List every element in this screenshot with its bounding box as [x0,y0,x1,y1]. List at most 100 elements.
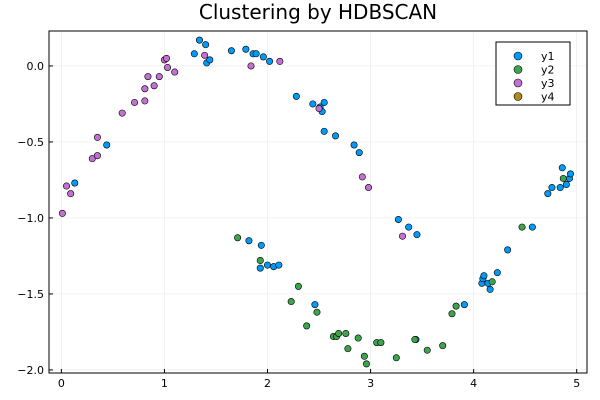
point-y3 [247,62,255,70]
point-y2 [354,334,362,342]
point-y2 [360,352,368,360]
point-y1 [257,241,265,249]
point-y3 [144,73,152,81]
point-y3 [315,105,323,113]
point-y2 [256,257,264,265]
point-y1 [292,92,300,100]
point-y1 [493,269,501,277]
point-y3 [93,152,101,160]
point-y2 [439,342,447,350]
point-y3 [162,54,170,62]
point-y1 [311,301,319,309]
legend-label-y4: y4 [541,91,555,104]
point-y3 [358,173,366,181]
point-y3 [150,82,158,90]
point-y3 [63,182,71,190]
point-y2 [303,322,311,330]
axis-ticks: 0 1 2 3 4 5 0.0 −0.5 −1.0 −1.5 −2.0 [17,60,580,390]
point-y1 [394,215,402,223]
point-y1 [227,47,235,55]
point-y1 [355,149,363,157]
legend-label-y3: y3 [541,77,555,90]
point-y1 [504,246,512,254]
legend-marker-y1 [513,51,523,61]
point-y3 [276,57,284,65]
x-tick-label: 2 [264,377,271,390]
point-y3 [365,184,373,192]
x-tick-label: 5 [573,377,580,390]
point-y1 [103,141,111,149]
point-y1 [190,50,198,58]
point-y3 [58,209,66,217]
chart-title: Clustering by HDBSCAN [199,0,437,24]
point-y3 [171,68,179,76]
point-y1 [320,98,328,106]
point-y3 [399,232,407,240]
point-y1 [350,141,358,149]
x-tick-label: 1 [161,377,168,390]
point-y1 [558,164,566,172]
point-y3 [141,97,149,105]
point-y2 [313,308,321,316]
point-y1 [263,261,271,269]
y-tick-label: −1.5 [17,288,44,301]
point-y1 [486,285,494,293]
legend-marker-y3 [513,78,523,88]
point-y1 [480,272,488,280]
point-y2 [392,354,400,362]
point-y2 [377,339,385,347]
x-tick-label: 3 [367,377,374,390]
point-y1 [275,261,283,269]
point-y3 [164,63,172,71]
legend-label-y2: y2 [541,64,555,77]
series-y1 [71,36,575,344]
point-y2 [488,278,496,286]
point-y2 [423,346,431,354]
series-y2 [234,174,567,368]
y-tick-label: −0.5 [17,136,44,149]
point-y1 [548,184,556,192]
point-y2 [411,336,419,344]
point-y2 [362,360,370,368]
point-y2 [452,302,460,310]
point-y1 [320,127,328,135]
point-y1 [242,45,250,53]
point-y1 [405,223,413,231]
point-y1 [266,57,274,65]
point-y1 [528,223,536,231]
y-tick-label: 0.0 [27,60,45,73]
point-y2 [287,298,295,306]
data-points [58,36,575,368]
point-y3 [155,73,163,81]
point-y1 [256,264,264,272]
x-tick-label: 0 [58,377,65,390]
point-y1 [556,184,564,192]
point-y1 [195,36,203,44]
point-y3 [93,133,101,141]
series-y3 [58,51,407,240]
legend-marker-y4 [513,92,523,101]
point-y1 [252,50,260,58]
y-tick-label: −2.0 [17,364,44,377]
point-y1 [413,231,421,239]
point-y1 [544,190,552,198]
point-y3 [141,85,149,93]
plot-frame [48,30,588,374]
point-y1 [309,100,317,108]
legend-box [495,41,571,106]
point-y1 [71,179,79,187]
point-y1 [567,170,575,178]
point-y2 [342,329,350,337]
point-y1 [460,301,468,309]
point-y2 [294,282,302,290]
point-y1 [206,56,214,64]
point-y1 [202,41,210,49]
point-y3 [131,98,139,106]
point-y3 [201,51,209,59]
point-y2 [344,345,352,353]
point-y2 [559,174,567,182]
point-y2 [448,310,456,318]
x-tick-label: 4 [470,377,477,390]
